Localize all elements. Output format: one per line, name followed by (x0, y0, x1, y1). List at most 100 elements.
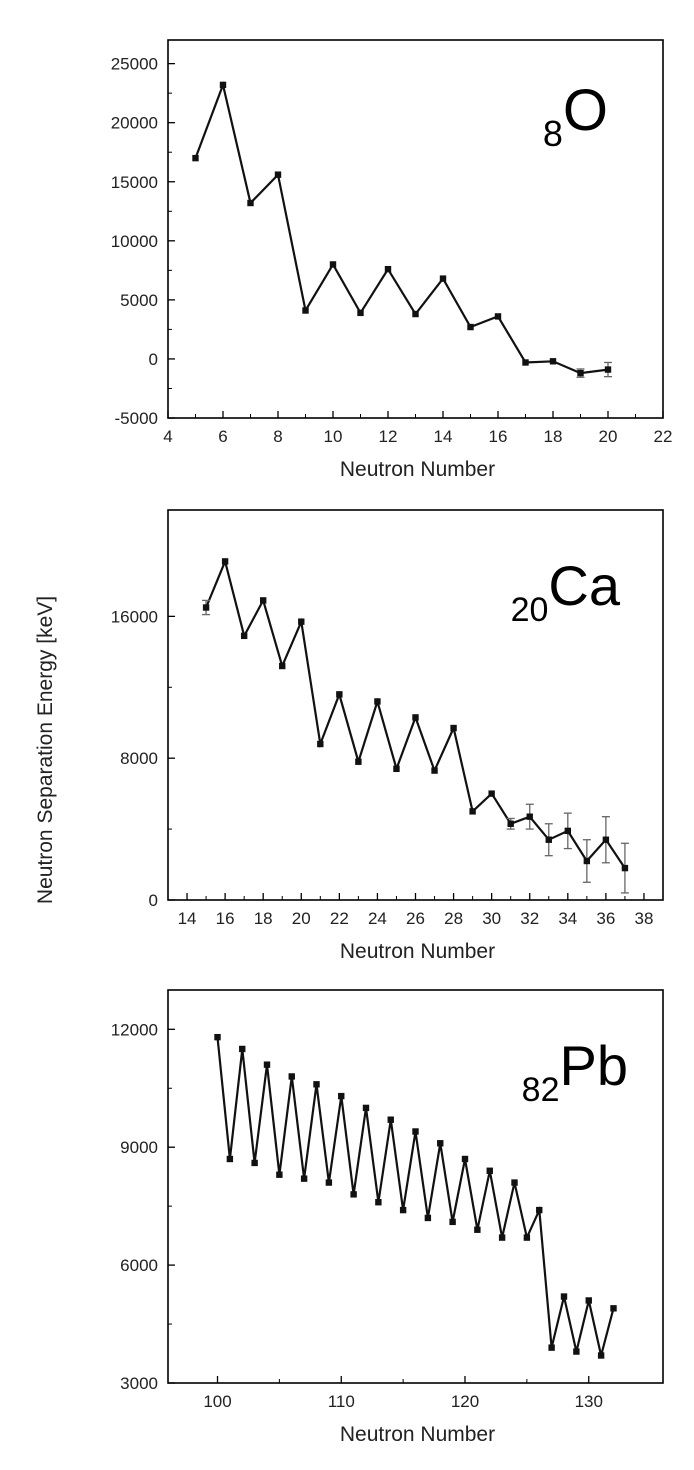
data-point (536, 1206, 543, 1214)
data-point (214, 1033, 221, 1041)
y-tick-label: 16000 (111, 607, 158, 626)
data-point (437, 1140, 444, 1147)
x-tick-label: 16 (489, 427, 508, 446)
element-subscript: 20 (511, 591, 549, 629)
data-point (313, 1081, 320, 1088)
y-tick-label: 15000 (111, 173, 158, 192)
x-tick-label: 20 (599, 427, 618, 446)
data-point (336, 691, 343, 698)
data-point (298, 618, 305, 625)
panel-o: 4 6 8 10 12 14 16 18 20 22 -5000 0 5000 10000 15000 200… (111, 39, 673, 481)
element-label: 20Ca (511, 554, 621, 629)
element-symbol: Ca (548, 554, 620, 617)
data-point (412, 1128, 419, 1135)
data-point (357, 309, 364, 317)
data-point (522, 359, 529, 366)
data-point (226, 1155, 234, 1163)
data-point (545, 836, 552, 843)
data-point (604, 366, 612, 373)
x-axis-title: Neutron Number (340, 458, 495, 481)
x-tick-label: 18 (544, 427, 563, 446)
data-point (583, 857, 591, 865)
data-point (300, 1175, 308, 1182)
element-subscript: 8 (543, 113, 563, 154)
y-tick-label: 20000 (111, 114, 158, 133)
x-axis-title: Neutron Number (340, 1423, 495, 1446)
data-point (263, 1061, 271, 1068)
data-point (274, 171, 282, 178)
x-axis-title: Neutron Number (340, 940, 495, 963)
panel-ca: 14 16 18 20 22 24 26 28 30 32 34 36 38 0 8000 16000 Neut… (111, 509, 664, 963)
x-tick-label: 14 (178, 909, 197, 928)
x-tick-label: 32 (520, 909, 539, 928)
data-point (412, 714, 419, 721)
data-point (621, 864, 629, 872)
data-point (374, 698, 381, 705)
x-tick-label: 110 (328, 1392, 355, 1411)
x-tick-label: 22 (654, 427, 673, 446)
data-point (597, 1352, 605, 1359)
data-point (393, 765, 400, 773)
x-tick-label: 36 (596, 909, 615, 928)
series-line (194, 81, 609, 375)
x-tick-label: 38 (635, 909, 654, 928)
data-point (259, 597, 267, 604)
data-point (355, 758, 362, 765)
data-point (329, 261, 337, 268)
data-point (467, 323, 474, 331)
data-point (549, 358, 557, 365)
data-point (523, 1234, 531, 1241)
data-point (461, 1155, 469, 1163)
x-tick-label: 6 (218, 427, 227, 446)
y-tick-label: 5000 (120, 291, 158, 310)
data-point (602, 836, 610, 843)
data-point (325, 1179, 333, 1186)
data-point (585, 1297, 592, 1304)
y-tick-label: 25000 (111, 55, 158, 74)
data-point (494, 313, 502, 320)
data-point (507, 820, 514, 827)
data-point (560, 1293, 568, 1300)
x-tick-label: 24 (368, 909, 387, 928)
x-tick-label: 100 (203, 1392, 231, 1411)
x-tick-label: 16 (216, 909, 235, 928)
panel-pb: 100 110 120 130 3000 6000 9000 12000 Neutron Num… (111, 989, 664, 1446)
data-point (221, 558, 229, 565)
x-tick-label: 10 (324, 427, 343, 446)
x-tick-label: 4 (163, 427, 172, 446)
data-point (486, 1167, 493, 1174)
x-tick-label: 22 (330, 909, 349, 928)
data-point (573, 1348, 580, 1355)
y-axis-title: Neutron Separation Energy [keV] (34, 596, 57, 904)
y-tick-label: 8000 (120, 749, 158, 768)
x-tick-label: 20 (292, 909, 311, 928)
data-point (247, 199, 254, 207)
x-tick-label: 28 (444, 909, 463, 928)
data-point (384, 265, 392, 273)
y-tick-label: 3000 (120, 1374, 158, 1393)
data-point (610, 1305, 617, 1312)
data-point (288, 1073, 295, 1080)
data-point (412, 310, 419, 318)
x-tick-label: 12 (379, 427, 398, 446)
data-point (276, 1171, 283, 1178)
data-point (431, 767, 438, 774)
x-tick-label: 18 (254, 909, 273, 928)
data-point (548, 1344, 555, 1351)
data-point (251, 1159, 258, 1167)
data-point (387, 1116, 394, 1123)
x-tick-label: 120 (451, 1392, 479, 1411)
x-tick-label: 130 (575, 1392, 603, 1411)
x-tick-label: 8 (273, 427, 282, 446)
y-tick-label: 6000 (120, 1256, 158, 1275)
data-point (219, 81, 227, 89)
y-tick-label: 12000 (111, 1020, 158, 1039)
data-point (362, 1104, 370, 1112)
plot-frame (167, 989, 664, 1384)
y-tick-label: 10000 (111, 232, 158, 251)
data-point (279, 662, 286, 670)
data-point (375, 1199, 382, 1206)
y-tick-label: -5000 (115, 409, 158, 428)
data-point (192, 154, 199, 162)
